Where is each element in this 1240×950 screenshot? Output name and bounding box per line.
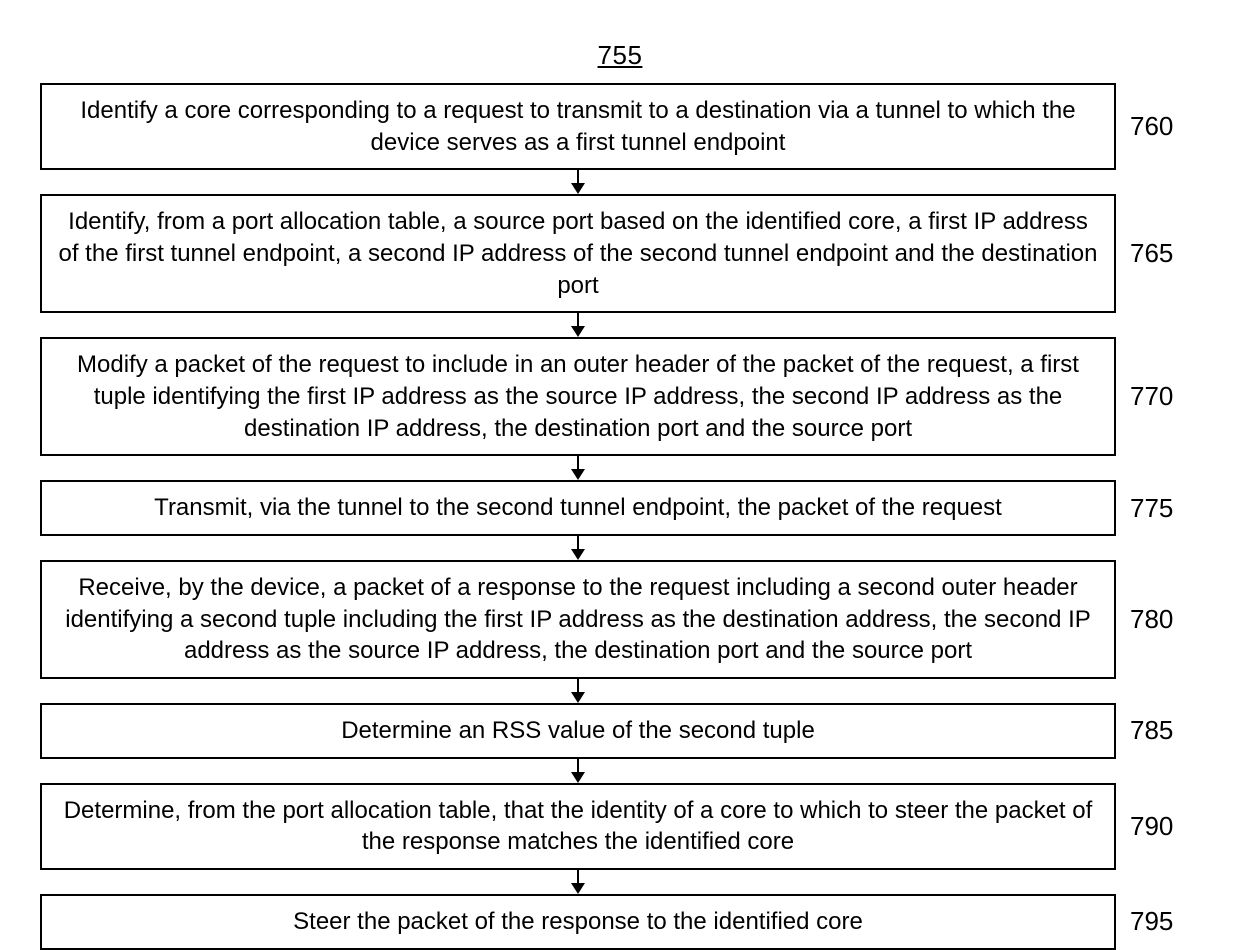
arrow-down-icon [568, 536, 588, 560]
step-number-775: 775 [1130, 493, 1200, 524]
arrow-row [40, 759, 1200, 783]
arrow-row [40, 313, 1200, 337]
step-number-795: 795 [1130, 906, 1200, 937]
step-box-775: Transmit, via the tunnel to the second t… [40, 480, 1116, 536]
step-row: Determine, from the port allocation tabl… [40, 783, 1200, 870]
step-box-795: Steer the packet of the response to the … [40, 894, 1116, 950]
step-box-760: Identify a core corresponding to a reque… [40, 83, 1116, 170]
step-row: Receive, by the device, a packet of a re… [40, 560, 1200, 679]
step-number-785: 785 [1130, 715, 1200, 746]
figure-title: 755 [598, 40, 643, 70]
step-row: Modify a packet of the request to includ… [40, 337, 1200, 456]
arrow-row [40, 536, 1200, 560]
arrow-down-icon [568, 456, 588, 480]
arrow-down-icon [568, 170, 588, 194]
arrow-row [40, 870, 1200, 894]
arrow-down-icon [568, 759, 588, 783]
step-number-790: 790 [1130, 811, 1200, 842]
arrow-down-icon [568, 679, 588, 703]
flowchart-canvas: 755 Identify a core corresponding to a r… [0, 0, 1240, 920]
step-box-790: Determine, from the port allocation tabl… [40, 783, 1116, 870]
arrow-row [40, 679, 1200, 703]
step-number-760: 760 [1130, 111, 1200, 142]
arrow-row [40, 456, 1200, 480]
step-box-770: Modify a packet of the request to includ… [40, 337, 1116, 456]
step-row: Identify a core corresponding to a reque… [40, 83, 1200, 170]
step-number-780: 780 [1130, 604, 1200, 635]
step-row: Transmit, via the tunnel to the second t… [40, 480, 1200, 536]
step-row: Determine an RSS value of the second tup… [40, 703, 1200, 759]
arrow-down-icon [568, 870, 588, 894]
step-number-765: 765 [1130, 238, 1200, 269]
step-box-785: Determine an RSS value of the second tup… [40, 703, 1116, 759]
step-row: Steer the packet of the response to the … [40, 894, 1200, 950]
arrow-down-icon [568, 313, 588, 337]
step-number-770: 770 [1130, 381, 1200, 412]
step-box-780: Receive, by the device, a packet of a re… [40, 560, 1116, 679]
figure-title-wrap: 755 [40, 40, 1200, 71]
step-box-765: Identify, from a port allocation table, … [40, 194, 1116, 313]
arrow-row [40, 170, 1200, 194]
step-row: Identify, from a port allocation table, … [40, 194, 1200, 313]
